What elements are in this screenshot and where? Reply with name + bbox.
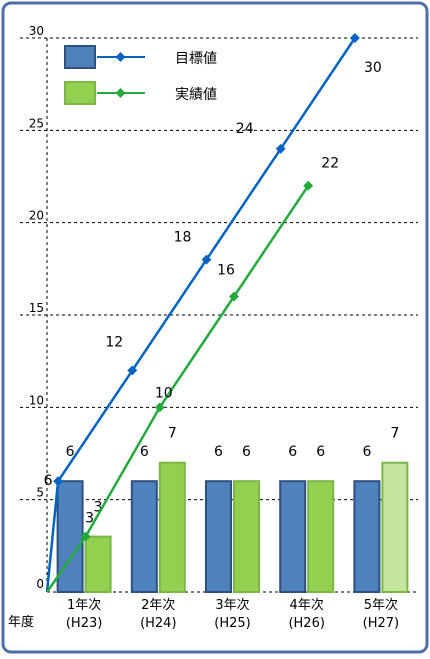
bar <box>205 480 232 594</box>
line-value-label: 24 <box>236 121 254 137</box>
bar <box>307 480 335 594</box>
y-tick-label: 10 <box>29 393 44 407</box>
bar-value-label: 3 <box>94 500 103 516</box>
line-value-label: 12 <box>105 334 123 350</box>
legend-label: 実績値 <box>175 87 217 103</box>
bar <box>381 461 409 593</box>
bar <box>158 461 186 593</box>
bar <box>353 480 381 594</box>
bar <box>130 480 158 594</box>
bar <box>84 535 112 593</box>
y-tick-label: 15 <box>29 301 44 315</box>
cumulative-lines <box>45 33 360 593</box>
line-value-label: 3 <box>85 511 94 527</box>
bar <box>279 480 307 594</box>
legend-label: 目標値 <box>175 51 217 67</box>
bar-value-labels: 6 6 6 6 6 3 7 6 6 7 <box>66 426 400 516</box>
bar-value-label: 6 <box>140 444 149 460</box>
legend-marker <box>115 88 126 98</box>
line-value-label: 16 <box>217 263 235 279</box>
y-tick-label: 25 <box>29 116 44 130</box>
x-tick-label: 3年次 <box>215 597 249 613</box>
x-tick-sublabel: (H25) <box>214 616 250 631</box>
x-tick-label: 4年次 <box>290 597 324 613</box>
legend-swatch <box>64 45 96 69</box>
x-tick-sublabel: (H26) <box>288 616 324 631</box>
x-tick-sublabel: (H27) <box>363 616 399 631</box>
line-value-label: 6 <box>44 473 53 489</box>
y-tick-label: 30 <box>29 24 44 38</box>
bar-value-label: 7 <box>168 426 177 442</box>
line-value-label: 10 <box>155 385 173 401</box>
bar-value-label: 6 <box>316 444 325 460</box>
data-point <box>154 402 165 413</box>
bar-value-label: 6 <box>66 444 75 460</box>
line-value-label: 22 <box>321 156 339 172</box>
bar-value-label: 6 <box>214 444 223 460</box>
data-point <box>275 143 286 154</box>
x-tick-label: 1年次 <box>67 597 101 613</box>
x-tick-label: 5年次 <box>364 597 398 613</box>
line-value-label: 18 <box>174 230 192 246</box>
bar <box>233 480 260 594</box>
y-tick-label: 20 <box>29 209 44 223</box>
x-tick-labels: 1年次 (H23) 2年次 (H24) 3年次 (H25) 4年次 (H26) 5年次 (H27) <box>66 597 399 631</box>
bars <box>56 461 409 594</box>
line-value-labels: 6 12 18 24 30 3 10 16 22 <box>44 60 382 527</box>
data-point <box>80 531 91 542</box>
bar <box>56 480 84 594</box>
x-tick-sublabel: (H23) <box>66 616 102 631</box>
data-point <box>127 365 138 376</box>
y-tick-labels: 0 5 10 15 20 25 30 <box>29 24 44 591</box>
data-point <box>229 291 239 302</box>
legend-swatch <box>64 81 96 105</box>
line-value-label: 30 <box>364 60 382 76</box>
legend-marker <box>115 52 126 62</box>
bar-value-label: 6 <box>288 444 297 460</box>
bar-value-label: 6 <box>242 444 251 460</box>
bar-value-label: 6 <box>362 444 371 460</box>
x-tick-label: 2年次 <box>141 597 175 613</box>
data-point <box>201 254 212 265</box>
x-tick-sublabel: (H24) <box>140 616 176 631</box>
bar-value-label: 7 <box>390 426 399 442</box>
series-line <box>45 37 356 593</box>
y-tick-label: 5 <box>36 486 44 500</box>
data-point <box>303 180 314 191</box>
x-axis-label: 年度 <box>8 614 34 630</box>
y-tick-label: 0 <box>36 577 44 591</box>
